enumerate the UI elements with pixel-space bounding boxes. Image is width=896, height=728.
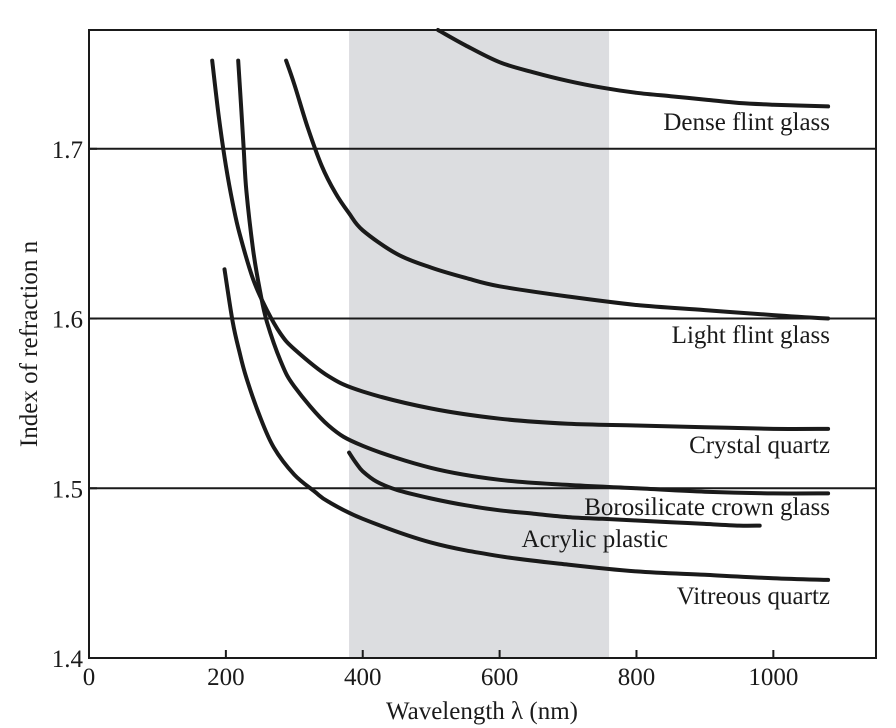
y-ticks: 1.4 1.5 1.6 1.7 (52, 137, 97, 673)
curve-dense-flint-glass (436, 28, 831, 109)
y-tick-label: 1.4 (52, 646, 84, 673)
label-acrylic-plastic: Acrylic plastic (522, 526, 668, 553)
gridlines (89, 147, 876, 490)
label-dense-flint-glass: Dense flint glass (663, 109, 830, 136)
y-tick-label: 1.6 (52, 307, 83, 334)
curve-crystal-quartz (210, 58, 831, 431)
label-vitreous-quartz: Vitreous quartz (677, 583, 830, 610)
y-tick-label: 1.7 (52, 137, 83, 164)
x-tick-label: 0 (83, 664, 96, 691)
label-borosilicate-crown-glass: Borosilicate crown glass (584, 494, 830, 521)
curve-borosilicate-crown-glass (236, 58, 831, 496)
series-labels: Dense flint glass Light flint glass Crysta… (522, 109, 830, 610)
x-tick-label: 200 (207, 664, 245, 691)
x-tick-label: 600 (481, 664, 519, 691)
label-light-flint-glass: Light flint glass (672, 322, 830, 349)
y-axis-title: Index of refraction n (16, 240, 43, 447)
x-axis-title: Wavelength λ (nm) (386, 698, 578, 725)
x-tick-label: 1000 (748, 664, 798, 691)
curve-vitreous-quartz (222, 267, 831, 582)
plot-frame (88, 29, 877, 659)
y-tick-label: 1.5 (52, 476, 83, 503)
x-tick-label: 400 (344, 664, 382, 691)
x-tick-label: 800 (618, 664, 656, 691)
label-crystal-quartz: Crystal quartz (689, 432, 830, 459)
x-ticks: 0 200 400 600 800 1000 (83, 650, 798, 691)
curve-acrylic-plastic (347, 450, 762, 528)
curve-light-flint-glass (284, 58, 831, 321)
curves (210, 28, 831, 582)
